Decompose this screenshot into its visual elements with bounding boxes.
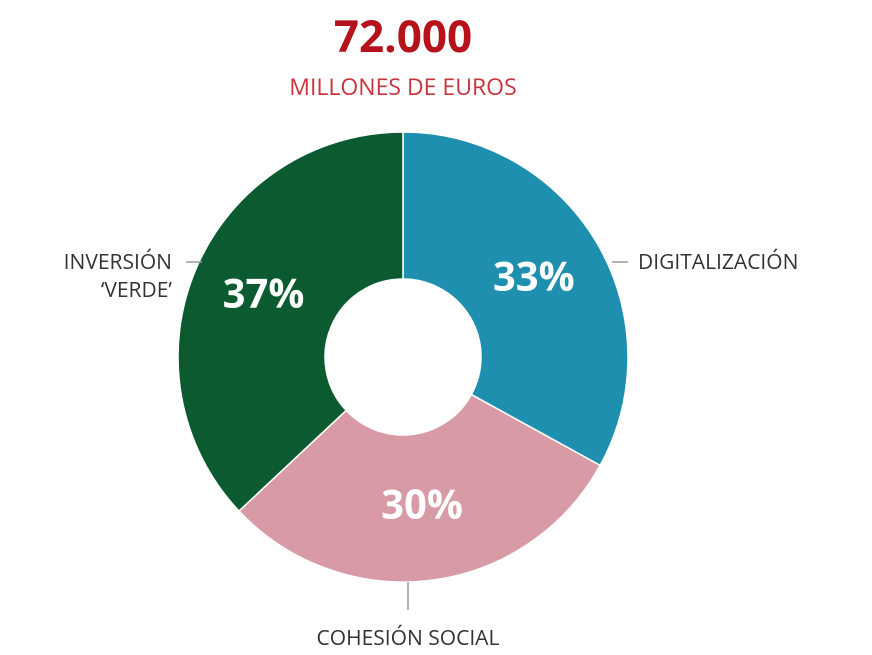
value-label: 30% [381, 476, 463, 531]
category-label: COHESIÓN SOCIAL [316, 624, 500, 652]
donut-slice [177, 131, 404, 513]
donut-slice [402, 131, 629, 467]
donut-slice [237, 393, 602, 583]
category-label: DIGITALIZACIÓN [638, 248, 799, 276]
chart-subtitle: MILLONES DE EUROS [289, 70, 516, 102]
chart-title: 72.000 [334, 5, 472, 65]
value-label: 33% [493, 247, 575, 302]
value-label: 37% [223, 264, 305, 319]
category-label: INVERSIÓN ‘VERDE’ [63, 248, 172, 304]
